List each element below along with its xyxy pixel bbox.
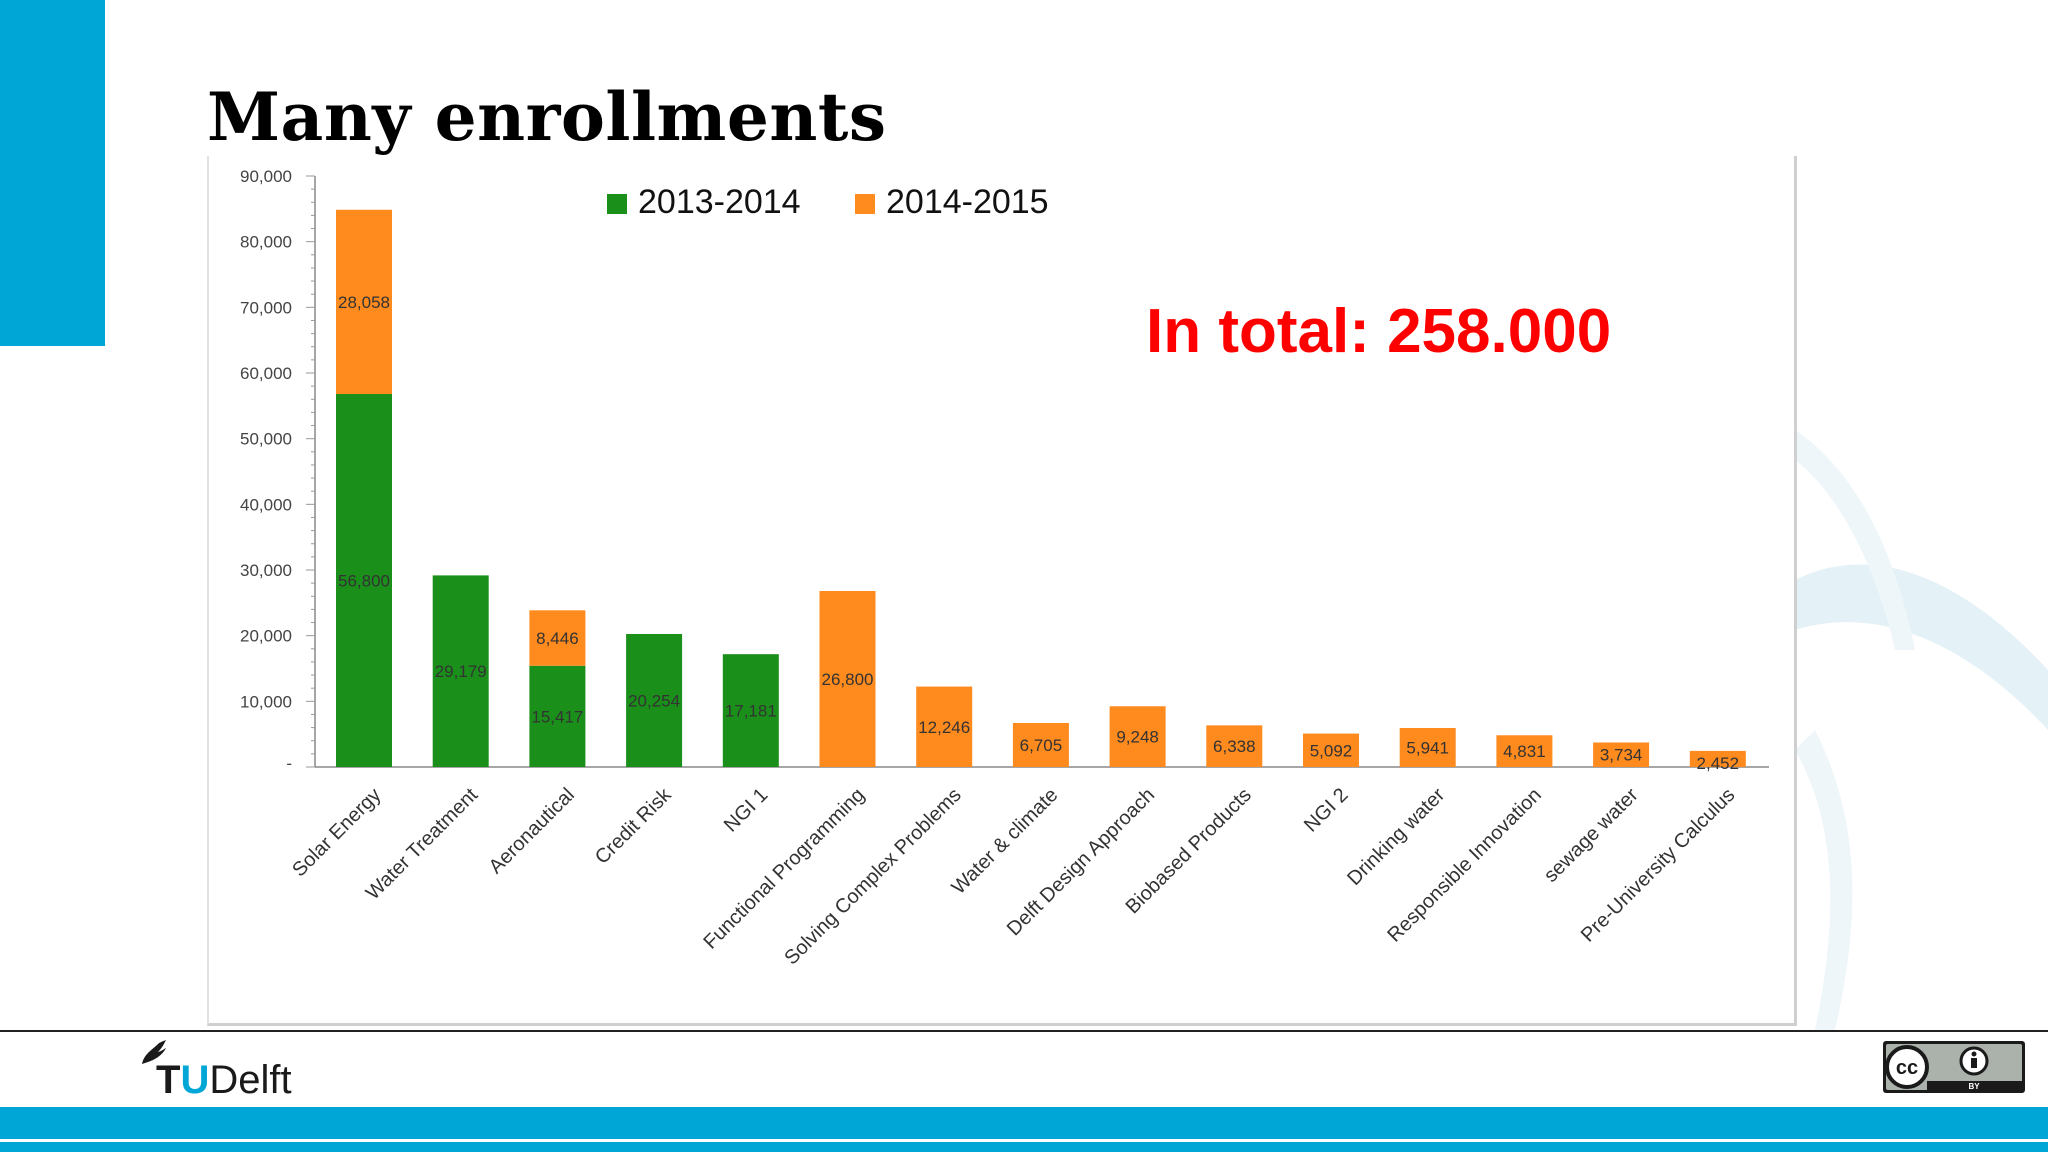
x-tick-label: Responsible Innovation bbox=[1383, 784, 1546, 947]
tudelft-logo: TUDelft bbox=[126, 1040, 296, 1102]
footer-bar bbox=[0, 1107, 2048, 1139]
y-tick-label: 80,000 bbox=[240, 233, 292, 252]
y-tick-label: 50,000 bbox=[240, 430, 292, 449]
x-tick-label: Drinking water bbox=[1343, 784, 1449, 890]
bar-segment bbox=[1012, 722, 1069, 767]
bar-segment bbox=[529, 610, 586, 666]
data-label: 26,800 bbox=[822, 670, 874, 689]
logo-letter-u: U bbox=[180, 1058, 210, 1102]
license-label: BY bbox=[1968, 1082, 1980, 1091]
x-tick-label: NGI 1 bbox=[720, 784, 773, 837]
data-label: 5,092 bbox=[1310, 741, 1353, 760]
bar-segment bbox=[432, 575, 489, 767]
bar-segment bbox=[1206, 725, 1263, 767]
bar-segment bbox=[1303, 733, 1359, 767]
x-tick-label: Solving Complex Problems bbox=[780, 784, 965, 969]
x-tick-label: Credit Risk bbox=[591, 783, 676, 868]
bar-segment bbox=[529, 665, 586, 767]
bar-segment bbox=[819, 591, 876, 767]
bar-segment bbox=[916, 686, 973, 767]
legend-swatch bbox=[855, 194, 875, 214]
data-label: 12,246 bbox=[918, 718, 970, 737]
y-tick-label: 20,000 bbox=[240, 627, 292, 646]
data-label: 15,417 bbox=[531, 707, 583, 726]
data-label: 6,705 bbox=[1020, 736, 1063, 755]
logo-word: Delft bbox=[209, 1058, 292, 1102]
legend-label: 2014-2015 bbox=[886, 183, 1049, 221]
y-tick-label: 40,000 bbox=[240, 495, 292, 514]
bar-segment bbox=[1593, 742, 1650, 767]
data-label: 17,181 bbox=[725, 702, 777, 721]
creative-commons-by-badge: cc BY bbox=[1883, 1041, 2025, 1093]
data-label: 3,734 bbox=[1600, 746, 1643, 765]
y-tick-label: 90,000 bbox=[240, 167, 292, 186]
y-tick-label: 70,000 bbox=[240, 298, 292, 317]
bar-segment bbox=[1399, 727, 1456, 767]
accent-block bbox=[0, 0, 105, 346]
x-tick-label: Aeronautical bbox=[485, 784, 579, 878]
flame-icon bbox=[142, 1040, 166, 1064]
y-tick-label: 60,000 bbox=[240, 364, 292, 383]
data-label: 2,452 bbox=[1697, 754, 1740, 773]
bar-segment bbox=[722, 654, 779, 767]
y-tick-label: 30,000 bbox=[240, 561, 292, 580]
bar-segment bbox=[336, 394, 392, 767]
svg-text:cc: cc bbox=[1896, 1057, 1918, 1079]
chart-panel: - 10,000 20,000 30,000 40,000 50,000 60,000 70,… bbox=[207, 156, 1797, 1026]
x-tick-label: Solar Energy bbox=[288, 784, 385, 881]
legend-label: 2013-2014 bbox=[638, 183, 801, 221]
legend-swatch bbox=[607, 194, 627, 214]
bar-segment bbox=[1689, 750, 1746, 767]
bar-segment bbox=[626, 633, 683, 767]
footer-bar-thin bbox=[0, 1142, 2048, 1152]
data-label: 56,800 bbox=[338, 572, 390, 591]
x-tick-label: Pre-University Calculus bbox=[1577, 784, 1740, 947]
bar-segment bbox=[1109, 706, 1166, 767]
y-tick-label: - bbox=[286, 754, 292, 773]
x-tick-label: NGI 2 bbox=[1300, 784, 1353, 837]
data-label: 4,831 bbox=[1503, 742, 1546, 761]
decorative-swoosh bbox=[1795, 430, 2048, 1030]
bar-segment bbox=[336, 209, 392, 395]
x-tick-label: Functional Programming bbox=[699, 784, 869, 954]
y-tick-label: 10,000 bbox=[240, 692, 292, 711]
total-enrollments-text: In total: 258.000 bbox=[1146, 297, 1612, 366]
data-label: 28,058 bbox=[338, 293, 390, 312]
data-label: 6,338 bbox=[1213, 737, 1256, 756]
cc-icon bbox=[1885, 1045, 1929, 1089]
bar-segment bbox=[1496, 735, 1553, 767]
data-label: 20,254 bbox=[628, 691, 680, 710]
data-label: 5,941 bbox=[1406, 738, 1449, 757]
slide-title: Many enrollments bbox=[207, 78, 887, 156]
data-label: 9,248 bbox=[1116, 728, 1159, 747]
data-label: 8,446 bbox=[536, 629, 579, 648]
logo-letter-t: T bbox=[156, 1058, 181, 1102]
enrollment-bar-chart: - 10,000 20,000 30,000 40,000 50,000 60,000 70,… bbox=[240, 167, 1769, 969]
footer-divider bbox=[0, 1030, 2048, 1032]
data-label: 29,179 bbox=[435, 662, 487, 681]
x-tick-label: sewage water bbox=[1540, 784, 1643, 887]
